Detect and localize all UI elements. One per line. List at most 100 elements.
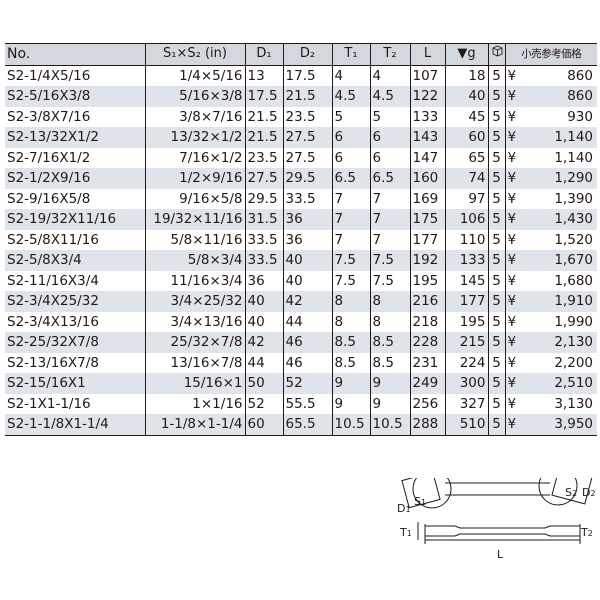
cell-d2: 44 <box>282 311 332 332</box>
cell-d2: 23.5 <box>282 106 332 127</box>
cell-g: 510 <box>444 414 488 435</box>
currency-symbol: ¥ <box>507 211 517 228</box>
cell-pack: 5 <box>487 352 505 373</box>
price-value: 860 <box>567 88 593 105</box>
cell-price: ¥2,130 <box>504 332 597 353</box>
currency-symbol: ¥ <box>507 170 517 187</box>
cell-no: S2-25/32X7/8 <box>7 334 99 351</box>
price-value: 860 <box>567 67 593 84</box>
cell-d2: 36 <box>282 229 332 250</box>
cell-size: 1/4×5/16 <box>144 65 245 86</box>
cell-t2: 6 <box>369 147 410 168</box>
cell-l: 231 <box>409 352 445 373</box>
cell-t2: 8.5 <box>369 332 410 353</box>
cell-d1: 17.5 <box>244 86 283 107</box>
cell-pack: 5 <box>487 147 505 168</box>
cell-g: 60 <box>444 127 488 148</box>
currency-symbol: ¥ <box>507 231 517 248</box>
cell-t2: 4.5 <box>369 86 410 107</box>
cell-no: S2-1/2X9/16 <box>7 170 91 187</box>
cell-price: ¥1,430 <box>504 209 597 230</box>
cell-price: ¥860 <box>504 86 597 107</box>
cell-g: 215 <box>444 332 488 353</box>
cell-l: 122 <box>409 86 445 107</box>
table-row: S2-3/8X7/16 3/8×7/16 21.5 23.5 5 5 133 45 5 ¥930 <box>5 106 597 127</box>
cell-pack: 5 <box>487 229 505 250</box>
cell-size: 15/16×1 <box>144 373 245 394</box>
table-row: S2-13/32X1/2 13/32×1/2 21.5 27.5 6 6 143 60 5 ¥1,… <box>5 127 597 148</box>
cell-t1: 4.5 <box>331 86 370 107</box>
cell-l: 169 <box>409 188 445 209</box>
cell-d1: 50 <box>244 373 283 394</box>
cell-l: 192 <box>409 250 445 271</box>
currency-symbol: ¥ <box>507 293 517 310</box>
cell-pack: 5 <box>487 311 505 332</box>
currency-symbol: ¥ <box>507 67 517 84</box>
cell-t2: 9 <box>369 393 410 414</box>
cell-t1: 4 <box>331 65 370 86</box>
price-value: 1,990 <box>554 313 593 330</box>
cell-size: 5/8×11/16 <box>144 229 245 250</box>
cell-size: 7/16×1/2 <box>144 147 245 168</box>
cell-no: S2-3/4X13/16 <box>7 313 99 330</box>
cell-g: 97 <box>444 188 488 209</box>
cell-no: S2-3/4X25/32 <box>7 293 99 310</box>
header-price: 小売参考価格 <box>504 43 597 65</box>
cell-size: 5/8×3/4 <box>144 250 245 271</box>
price-value: 3,130 <box>554 395 593 412</box>
currency-symbol: ¥ <box>507 334 517 351</box>
cell-pack: 5 <box>487 332 505 353</box>
table-row: S2-11/16X3/4 11/16×3/4 36 40 7.5 7.5 195 145 5 ¥1… <box>5 270 597 291</box>
cell-t2: 8.5 <box>369 352 410 373</box>
cell-pack: 5 <box>487 270 505 291</box>
cell-pack: 5 <box>487 65 505 86</box>
cell-price: ¥1,290 <box>504 168 597 189</box>
table-row: S2-7/16X1/2 7/16×1/2 23.5 27.5 6 6 147 65 5 ¥1,14… <box>5 147 597 168</box>
cell-size: 11/16×3/4 <box>144 270 245 291</box>
label-t1-visible: T1 <box>399 526 412 539</box>
currency-symbol: ¥ <box>507 272 517 289</box>
cell-l: 256 <box>409 393 445 414</box>
table-row: S2-1/4X5/16 1/4×5/16 13 17.5 4 4 107 18 5 ¥860 <box>5 65 597 86</box>
table-row: S2-1X1-1/16 1×1/16 52 55.5 9 9 256 327 5 ¥3,130 <box>5 393 597 414</box>
cell-size: 1-1/8×1-1/4 <box>144 414 245 435</box>
cell-pack: 5 <box>487 250 505 271</box>
table-row: S2-19/32X11/16 19/32×11/16 31.5 36 7 7 175 106 5… <box>5 209 597 230</box>
cell-l: 160 <box>409 168 445 189</box>
cell-d1: 31.5 <box>244 209 283 230</box>
cell-d1: 40 <box>244 291 283 312</box>
cell-l: 288 <box>409 414 445 435</box>
cell-g: 177 <box>444 291 488 312</box>
cell-g: 18 <box>444 65 488 86</box>
cell-t1: 5 <box>331 106 370 127</box>
cell-g: 74 <box>444 168 488 189</box>
currency-symbol: ¥ <box>507 88 517 105</box>
cell-d2: 27.5 <box>282 147 332 168</box>
cell-t2: 8 <box>369 311 410 332</box>
cell-g: 133 <box>444 250 488 271</box>
price-value: 2,200 <box>554 354 593 371</box>
label-s2-visible: S2 <box>565 486 577 499</box>
table-row: S2-5/8X3/4 5/8×3/4 33.5 40 7.5 7.5 192 133 5 ¥1,6… <box>5 250 597 271</box>
header-weight: ▼g <box>444 43 488 65</box>
cell-g: 110 <box>444 229 488 250</box>
cell-pack: 5 <box>487 86 505 107</box>
cell-g: 224 <box>444 352 488 373</box>
cell-d1: 33.5 <box>244 229 283 250</box>
label-d2-visible: D2 <box>582 486 595 499</box>
cell-no: S2-13/32X1/2 <box>7 129 99 146</box>
cell-price: ¥3,950 <box>504 414 597 435</box>
cell-no: S2-15/16X1 <box>7 375 86 392</box>
cell-d2: 33.5 <box>282 188 332 209</box>
cell-no: S2-13/16X7/8 <box>7 354 99 371</box>
cell-g: 106 <box>444 209 488 230</box>
cell-no: S2-5/16X3/8 <box>7 88 91 105</box>
cell-d2: 55.5 <box>282 393 332 414</box>
spec-table: No. S₁×S₂ (in) D₁ D₂ T₁ T₂ L ▼g 小売参考価格 S… <box>5 43 597 436</box>
cell-d2: 17.5 <box>282 65 332 86</box>
cell-no: S2-1-1/8X1-1/4 <box>7 416 109 433</box>
cell-d2: 36 <box>282 209 332 230</box>
cell-t1: 9 <box>331 393 370 414</box>
price-value: 1,290 <box>554 170 593 187</box>
cell-t1: 6 <box>331 147 370 168</box>
